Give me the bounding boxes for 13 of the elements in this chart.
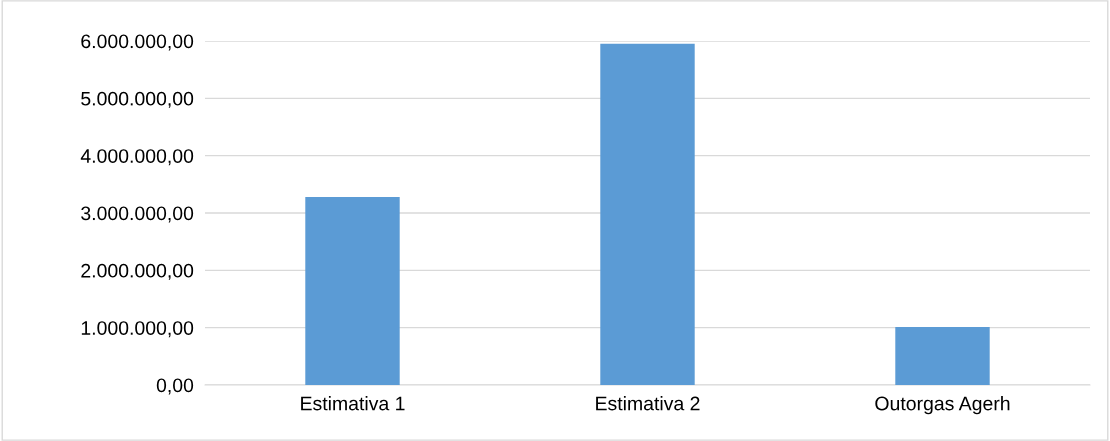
y-tick-label: 5.000.000,00	[81, 91, 194, 108]
y-tick-label: 6.000.000,00	[81, 34, 194, 51]
y-tick-label: 0,00	[156, 378, 194, 395]
bar	[895, 327, 990, 385]
y-tick-label: 4.000.000,00	[80, 149, 194, 166]
bar	[600, 43, 695, 385]
x-tick-label: Estimativa 1	[301, 396, 405, 411]
bar	[305, 196, 400, 385]
x-tick-label: Estimativa 2	[596, 396, 700, 411]
y-tick-label: 2.000.000,00	[81, 263, 194, 280]
y-tick-label: 1.000.000,00	[81, 321, 194, 338]
x-tick-label: Outorgas Agerh	[875, 396, 1010, 415]
y-tick-label: 3.000.000,00	[81, 206, 194, 223]
